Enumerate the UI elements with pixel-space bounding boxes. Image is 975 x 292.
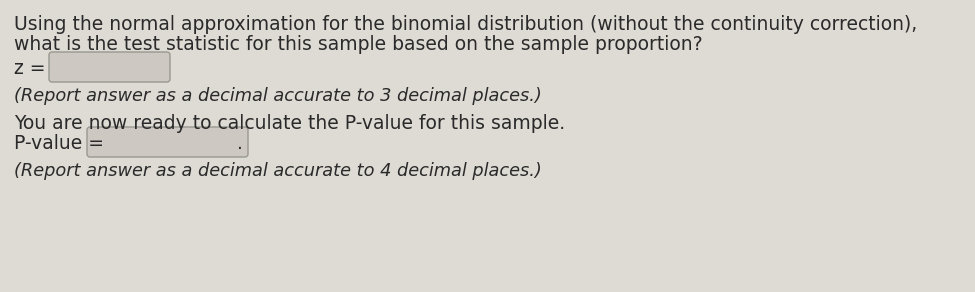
Text: (Report answer as a decimal accurate to 3 decimal places.): (Report answer as a decimal accurate to … xyxy=(14,87,542,105)
FancyBboxPatch shape xyxy=(49,52,170,82)
Text: .: . xyxy=(237,134,243,153)
Text: Using the normal approximation for the binomial distribution (without the contin: Using the normal approximation for the b… xyxy=(14,15,917,34)
Text: You are now ready to calculate the P-value for this sample.: You are now ready to calculate the P-val… xyxy=(14,114,565,133)
Text: (Report answer as a decimal accurate to 4 decimal places.): (Report answer as a decimal accurate to … xyxy=(14,162,542,180)
FancyBboxPatch shape xyxy=(87,127,248,157)
Text: what is the test statistic for this sample based on the sample proportion?: what is the test statistic for this samp… xyxy=(14,35,703,54)
Text: z =: z = xyxy=(14,59,46,78)
Text: P-value =: P-value = xyxy=(14,134,104,153)
